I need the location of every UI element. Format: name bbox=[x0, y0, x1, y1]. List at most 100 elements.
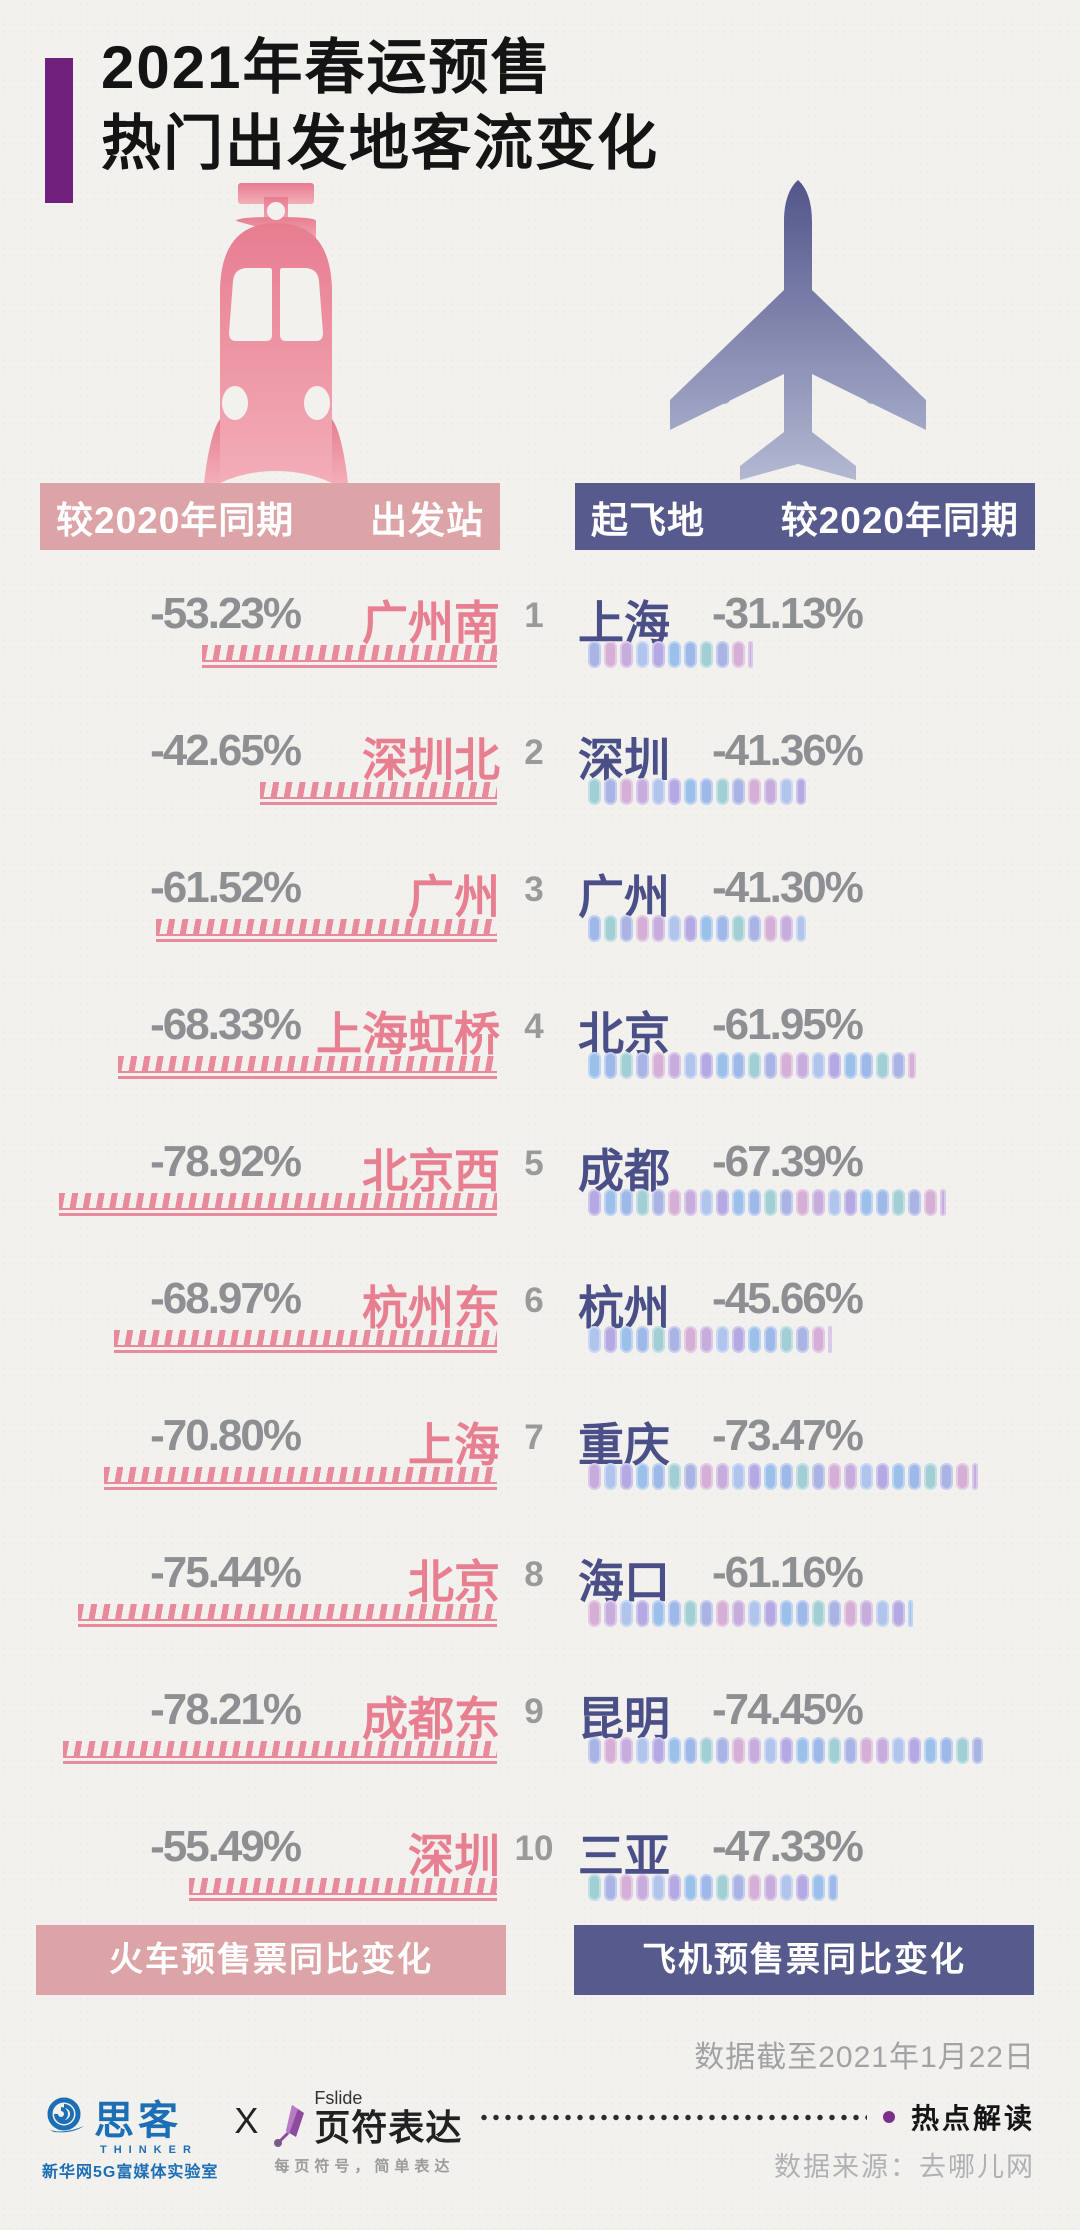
flight-dot bbox=[908, 1463, 921, 1490]
flight-dot bbox=[860, 1463, 873, 1490]
flight-dot bbox=[700, 1737, 713, 1764]
flight-dot bbox=[812, 1874, 825, 1901]
ranking-row: -75.44% 北京 8 海口 -61.16% bbox=[0, 1544, 1080, 1681]
flight-dot bbox=[732, 915, 745, 942]
train-change-value: -53.23% bbox=[150, 589, 302, 638]
train-change-value: -61.52% bbox=[150, 863, 302, 912]
train-track-bar bbox=[63, 1741, 497, 1764]
flight-dot-partial bbox=[796, 915, 806, 942]
flight-dot bbox=[620, 1326, 633, 1353]
flight-legend-bar: 飞机预售票同比变化 bbox=[574, 1925, 1034, 1995]
flight-city-name: 杭州 bbox=[578, 1282, 670, 1334]
flight-dot bbox=[620, 915, 633, 942]
ranking-row: -53.23% 广州南 1 上海 -31.13% bbox=[0, 585, 1080, 722]
train-change-value: -78.92% bbox=[150, 1137, 302, 1186]
flight-dot bbox=[764, 1874, 777, 1901]
flight-dot bbox=[620, 1737, 633, 1764]
flight-dot bbox=[764, 1189, 777, 1216]
flight-dot bbox=[716, 915, 729, 942]
flight-dot bbox=[780, 778, 793, 805]
flight-dot bbox=[732, 778, 745, 805]
flight-change-value: -74.45% bbox=[712, 1685, 864, 1734]
flight-dot-partial bbox=[908, 1052, 916, 1079]
flight-dot bbox=[636, 1326, 649, 1353]
flight-dot bbox=[828, 1600, 841, 1627]
flight-dot bbox=[892, 1189, 905, 1216]
flight-dot bbox=[732, 1737, 745, 1764]
flight-dot bbox=[636, 641, 649, 668]
flight-city-name: 三亚 bbox=[578, 1830, 670, 1882]
train-change-value: -75.44% bbox=[150, 1548, 302, 1597]
flight-dot bbox=[796, 1052, 809, 1079]
flight-dot bbox=[636, 778, 649, 805]
flight-dot bbox=[620, 1463, 633, 1490]
track-ties bbox=[202, 645, 497, 662]
flight-dot bbox=[652, 1189, 665, 1216]
flight-dot bbox=[652, 778, 665, 805]
airplane-icon bbox=[670, 180, 926, 480]
flight-dot bbox=[860, 1052, 873, 1079]
fslide-en-label: Fslide bbox=[314, 2088, 363, 2108]
flight-dot-strip bbox=[588, 1600, 913, 1627]
ranking-row: -68.33% 上海虹桥 4 北京 -61.95% bbox=[0, 996, 1080, 1133]
flight-dot bbox=[876, 1052, 889, 1079]
flight-dot bbox=[700, 778, 713, 805]
ranking-row: -61.52% 广州 3 广州 -41.30% bbox=[0, 859, 1080, 996]
flight-dot-strip bbox=[588, 778, 806, 805]
flight-dot bbox=[684, 1600, 697, 1627]
ranking-row: -55.49% 深圳 10 三亚 -47.33% bbox=[0, 1818, 1080, 1955]
flight-dot bbox=[828, 1189, 841, 1216]
flight-dot bbox=[860, 1600, 873, 1627]
flight-dot bbox=[780, 915, 793, 942]
flight-dot bbox=[828, 1463, 841, 1490]
ranking-rows: -53.23% 广州南 1 上海 -31.13% -42.65% 深圳北 2 深圳 -41.36%… bbox=[0, 585, 1080, 1955]
flight-dot bbox=[604, 1463, 617, 1490]
train-change-value: -55.49% bbox=[150, 1822, 302, 1871]
flight-dot bbox=[748, 778, 761, 805]
flight-dot bbox=[908, 1189, 921, 1216]
flight-dot-strip bbox=[588, 1326, 832, 1353]
flight-dot-strip bbox=[588, 1189, 946, 1216]
track-ties bbox=[104, 1467, 497, 1484]
ranking-row: -78.21% 成都东 9 昆明 -74.45% bbox=[0, 1681, 1080, 1818]
flight-dot bbox=[924, 1189, 937, 1216]
flight-dot-strip bbox=[588, 915, 806, 942]
section-bullet bbox=[882, 2111, 895, 2123]
flight-dot bbox=[604, 1052, 617, 1079]
thinker-org: 新华网5G富媒体实验室 bbox=[42, 2164, 219, 2181]
flight-dot bbox=[668, 641, 681, 668]
flight-dot bbox=[812, 1052, 825, 1079]
train-track-bar bbox=[189, 1878, 497, 1901]
flight-dot bbox=[652, 1326, 665, 1353]
section-label: 热点解读 bbox=[910, 2103, 1035, 2134]
flight-dot bbox=[764, 915, 777, 942]
train-change-value: -68.97% bbox=[150, 1274, 302, 1323]
flight-dot bbox=[668, 1189, 681, 1216]
flight-dot bbox=[588, 1189, 601, 1216]
page-title: 2021年春运预售 热门出发地客流变化 bbox=[101, 30, 659, 182]
train-column-header: 较2020年同期 出发站 bbox=[40, 483, 500, 550]
flight-dot bbox=[684, 1326, 697, 1353]
rank-number: 4 bbox=[524, 1007, 544, 1046]
train-track-bar bbox=[104, 1467, 497, 1490]
flight-dot bbox=[732, 1463, 745, 1490]
track-rail bbox=[118, 1076, 497, 1079]
flight-dot bbox=[812, 1189, 825, 1216]
flight-dot bbox=[780, 1600, 793, 1627]
flight-dot bbox=[700, 1874, 713, 1901]
flight-dot bbox=[860, 1189, 873, 1216]
flight-dot bbox=[748, 1326, 761, 1353]
rank-number: 7 bbox=[524, 1418, 544, 1457]
flight-dot bbox=[764, 778, 777, 805]
flight-change-value: -61.95% bbox=[712, 1000, 864, 1049]
flight-dot bbox=[668, 1463, 681, 1490]
flight-dot bbox=[796, 1463, 809, 1490]
track-rail bbox=[78, 1624, 497, 1627]
track-rail bbox=[59, 1213, 497, 1216]
train-track-bar bbox=[114, 1330, 497, 1353]
flight-dot bbox=[844, 1052, 857, 1079]
flight-change-value: -31.13% bbox=[712, 589, 864, 638]
flight-dot bbox=[780, 1326, 793, 1353]
flight-period-label: 较2020年同期 bbox=[780, 499, 1019, 541]
flight-dot bbox=[796, 1874, 809, 1901]
